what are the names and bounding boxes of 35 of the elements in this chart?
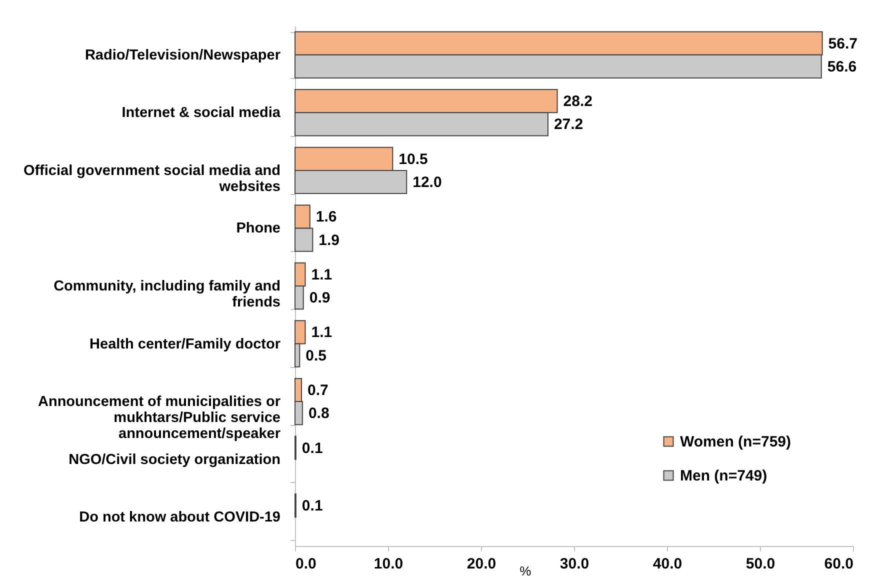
x-tick-label: 60.0 (824, 556, 854, 572)
data-label: 0.1 (302, 440, 323, 457)
y-tick-label: Announcement of municipalities or mukhtars/Public service announcement/speaker (38, 394, 281, 442)
data-label: 12.0 (412, 174, 442, 191)
x-tick-label: 40.0 (652, 556, 682, 572)
data-label: 56.6 (827, 58, 857, 76)
x-tick-label: 50.0 (746, 556, 776, 572)
x-tick-label: 20.0 (466, 556, 496, 572)
y-tick-label: Radio/Television/Newspaper (84, 47, 281, 64)
data-label: 1.1 (311, 266, 332, 284)
y-tick-label: Internet & social media (122, 105, 282, 122)
y-tick-label: Health center/Family doctor (90, 336, 281, 352)
y-tick-label: Phone (236, 220, 280, 237)
legend-label: Men (n=749) (680, 468, 768, 484)
x-tick-label: 30.0 (560, 556, 590, 572)
data-label: 0.7 (308, 382, 328, 399)
y-tick-label: Community, including family and friends (54, 278, 280, 310)
data-label: 1.9 (318, 232, 340, 249)
data-label: 0.8 (308, 405, 330, 422)
y-tick-label: NGO/Civil society organization (68, 452, 280, 468)
data-label: 1.6 (316, 208, 337, 226)
x-axis-title: % (520, 564, 532, 578)
data-label: 0.9 (309, 290, 330, 307)
data-label: 1.1 (311, 324, 332, 342)
data-label: 28.2 (563, 93, 592, 110)
data-label: 27.2 (554, 116, 584, 134)
legend-label: Women (n=759) (680, 434, 792, 450)
y-tick-label: Official government social media and websites (23, 162, 280, 195)
data-label: 56.7 (828, 35, 858, 52)
x-tick-label: 10.0 (374, 556, 404, 572)
data-label: 0.5 (306, 347, 327, 364)
data-label: 0.1 (302, 498, 323, 515)
x-tick-label: 0.0 (296, 556, 316, 572)
y-tick-label: Do not know about COVID-19 (79, 510, 280, 526)
data-label: 10.5 (398, 150, 428, 168)
